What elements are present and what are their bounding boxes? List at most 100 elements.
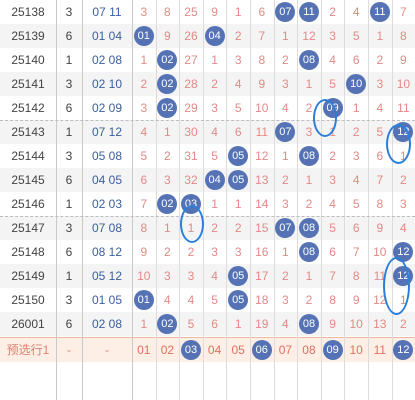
draw-num-cell: 02 (156, 48, 180, 72)
sum-value: 3 (65, 293, 73, 307)
highlight-ellipse (180, 205, 204, 243)
column-divider (179, 0, 181, 400)
prediction-num-cell: 05 (231, 343, 245, 357)
prediction-num-cell: 11 (373, 343, 387, 357)
issue-number: 25146 (11, 197, 45, 211)
prediction-row[interactable]: 预选行1 - - 01 02 03 04 05 06 07 08 09 10 11 12 (0, 337, 415, 362)
table-row: 25139 6 01 04 01 9 26 04 2 7 1 12 3 5 1 8 (0, 24, 415, 48)
draw-code: 02 09 (91, 101, 123, 115)
draw-ball: 05 (228, 169, 249, 190)
draw-ball: 11 (298, 1, 319, 22)
draw-num-cell: 4 (329, 197, 336, 211)
draw-num-cell: 4 (282, 317, 289, 331)
draw-num-cell: 1 (234, 197, 242, 211)
draw-num-cell: 16 (255, 245, 269, 259)
draw-ball: 08 (298, 313, 319, 334)
draw-ball: 11 (369, 1, 390, 22)
prediction-num-cell: 10 (349, 343, 363, 357)
draw-num-cell: 8 (258, 53, 266, 67)
draw-num-cell: 10 (344, 72, 368, 96)
draw-num-cell: 5 (140, 149, 148, 163)
draw-num-cell: 3 (187, 269, 195, 283)
draw-code: 02 08 (91, 53, 123, 67)
draw-num-cell: 10 (137, 269, 151, 283)
draw-code: 07 12 (91, 125, 123, 139)
draw-ball: 08 (298, 145, 319, 166)
draw-num-cell: 02 (156, 96, 180, 120)
draw-num-cell: 7 (329, 269, 336, 283)
draw-ball: 08 (298, 49, 319, 70)
draw-num-cell: 1 (164, 125, 171, 139)
draw-num-cell: 4 (376, 101, 384, 115)
draw-num-cell: 8 (164, 5, 171, 19)
draw-num-cell: 1 (211, 53, 218, 67)
draw-num-cell: 7 (400, 5, 407, 19)
draw-num-cell: 8 (376, 197, 384, 211)
draw-num-cell: 12 (255, 149, 269, 163)
draw-num-cell: 9 (164, 29, 171, 43)
draw-num-cell: 12 (302, 29, 316, 43)
draw-num-cell: 1 (140, 317, 148, 331)
draw-code: 05 08 (91, 149, 123, 163)
draw-num-cell: 02 (156, 192, 180, 216)
issue-number: 25145 (11, 173, 45, 187)
draw-num-cell: 6 (234, 125, 242, 139)
draw-num-cell: 3 (211, 101, 218, 115)
draw-num-cell: 6 (352, 53, 360, 67)
draw-num-cell: 2 (329, 5, 336, 19)
draw-num-cell: 3 (234, 245, 242, 259)
draw-num-cell: 6 (211, 317, 218, 331)
draw-num-cell: 08 (297, 312, 321, 336)
draw-num-cell: 10 (349, 317, 363, 331)
draw-ball: 02 (157, 97, 178, 118)
prediction-num-cell: 02 (160, 343, 175, 357)
prediction-num-cell: 04 (207, 343, 222, 357)
draw-num-cell: 3 (140, 101, 148, 115)
draw-num-cell: 1 (376, 29, 384, 43)
draw-num-cell: 04 (203, 168, 227, 192)
prediction-ball: 09 (322, 339, 343, 360)
draw-num-cell: 10 (255, 101, 269, 115)
draw-num-cell: 05 (226, 144, 250, 168)
draw-num-cell: 2 (211, 221, 218, 235)
draw-num-cell: 2 (140, 77, 148, 91)
draw-num-cell: 02 (156, 72, 180, 96)
table-row: 25145 6 04 05 6 3 32 04 05 13 2 1 3 4 7 2 (0, 168, 415, 192)
column-divider (56, 0, 57, 400)
draw-num-cell: 8 (400, 29, 407, 43)
draw-num-cell: 8 (352, 269, 360, 283)
highlight-ellipse (313, 99, 337, 137)
draw-num-cell: 5 (329, 221, 336, 235)
draw-num-cell: 2 (282, 269, 289, 283)
highlight-ellipse (386, 124, 411, 164)
draw-num-cell: 02 (156, 312, 180, 336)
draw-num-cell: 2 (234, 29, 242, 43)
draw-num-cell: 6 (352, 221, 360, 235)
draw-num-cell: 9 (352, 293, 360, 307)
draw-num-cell: 14 (255, 197, 269, 211)
draw-num-cell: 3 (329, 173, 336, 187)
table-row: 25143 1 07 12 4 1 30 4 6 11 07 3 1 2 5 12 (0, 120, 415, 144)
draw-ball: 07 (275, 217, 296, 238)
draw-num-cell: 3 (234, 53, 242, 67)
group-separator (0, 216, 415, 218)
prediction-code: - (105, 343, 109, 357)
table-row: 25142 6 02 09 3 02 29 3 5 10 4 2 09 1 4 11 (0, 96, 415, 120)
draw-num-cell: 05 (226, 264, 250, 288)
prediction-ball: 12 (393, 339, 414, 360)
draw-num-cell: 08 (297, 48, 321, 72)
draw-num-cell: 17 (255, 269, 269, 283)
draw-code: 02 03 (91, 197, 123, 211)
draw-num-cell: 27 (184, 53, 198, 67)
table-row: 25148 6 08 12 9 2 2 3 3 16 1 08 6 7 10 12 (0, 240, 415, 264)
draw-num-cell: 1 (282, 29, 289, 43)
draw-num-cell: 01 (132, 24, 156, 48)
draw-ball: 08 (298, 241, 319, 262)
draw-num-cell: 15 (255, 221, 269, 235)
draw-num-cell: 2 (305, 293, 313, 307)
draw-num-cell: 1 (211, 197, 218, 211)
draw-num-cell: 3 (376, 77, 384, 91)
draw-num-cell: 6 (258, 5, 266, 19)
draw-num-cell: 1 (305, 173, 313, 187)
draw-ball: 04 (204, 169, 225, 190)
